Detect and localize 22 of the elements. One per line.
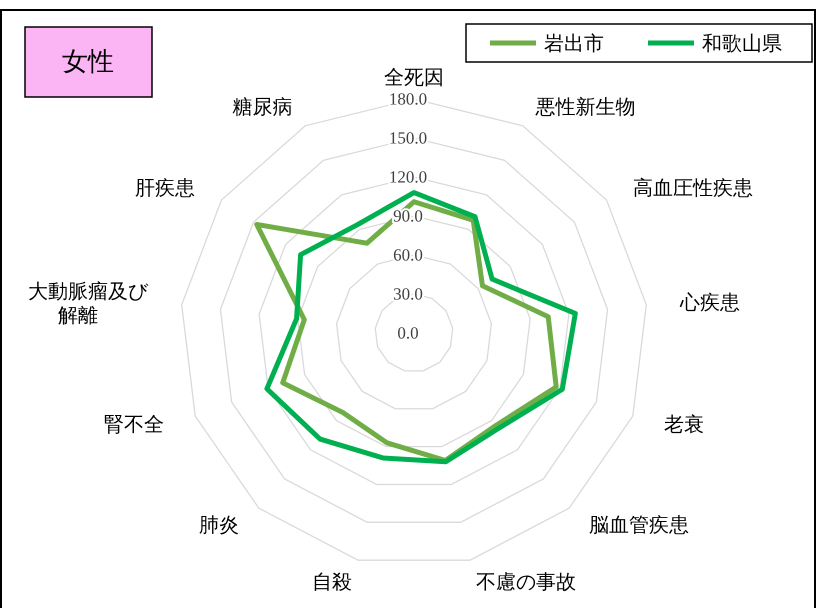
spoke-label: 肺炎	[198, 512, 239, 537]
spoke-label: 悪性新生物	[534, 94, 636, 118]
spoke-label: 肝疾患	[135, 176, 196, 200]
y-tick-label: 0.0	[397, 324, 419, 342]
spoke-label: 大動脈瘤及び解離	[28, 279, 150, 328]
spoke-label: 脳血管疾患	[589, 512, 690, 537]
y-tick-label: 150.0	[388, 128, 428, 148]
y-tick-label: 180.0	[388, 90, 428, 108]
spoke-label: 糖尿病	[232, 94, 292, 118]
spoke-label: 老衰	[664, 412, 704, 436]
y-tick-label: 30.0	[393, 284, 423, 304]
legend-label: 和歌山県	[702, 31, 782, 55]
legend-label: 岩出市	[544, 31, 604, 55]
y-tick-label: 120.0	[388, 168, 428, 186]
spoke-label: 腎不全	[104, 412, 164, 436]
spoke-label: 自殺	[312, 570, 352, 594]
spoke-label: 全死因	[384, 65, 444, 89]
spoke-label: 不慮の事故	[476, 570, 576, 594]
y-tick-label: 60.0	[393, 246, 423, 264]
spoke-label: 心疾患	[678, 290, 740, 314]
text: 女性	[62, 47, 114, 77]
spoke-label: 高血圧性疾患	[632, 176, 753, 200]
